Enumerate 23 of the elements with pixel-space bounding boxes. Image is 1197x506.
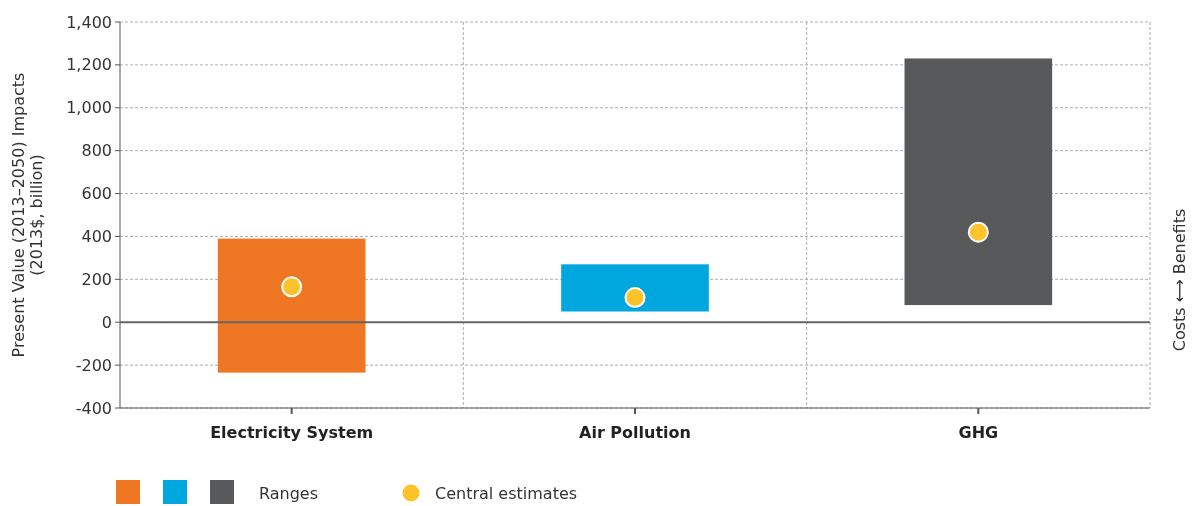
- y-axis-title: Present Value (2013–2050) Impacts (2013$, billion): [9, 72, 46, 358]
- bar: [904, 58, 1053, 306]
- text: Costs ⟷ Benefits: [1170, 208, 1189, 352]
- y-tick-label: 200: [81, 269, 112, 289]
- y-tick-label: -200: [75, 355, 112, 375]
- bar: [217, 238, 366, 373]
- y-tick-label: 1,200: [66, 55, 112, 75]
- y-tick-label: 400: [81, 227, 112, 247]
- y-tick-label: 0: [101, 312, 112, 332]
- point: [624, 287, 646, 309]
- legend-label: Central estimates: [435, 484, 578, 503]
- y-tick-label: 1,000: [66, 98, 112, 118]
- point: [281, 276, 303, 298]
- y-tick-label: 600: [81, 184, 112, 204]
- bar: [561, 264, 709, 312]
- y-tick-label: 1,400: [66, 12, 112, 32]
- y-tick-label: 800: [81, 141, 112, 161]
- point: [967, 221, 989, 243]
- x-tick-label: GHG: [958, 423, 999, 442]
- x-tick-label: Air Pollution: [579, 423, 691, 442]
- y-tick-label: -400: [75, 398, 112, 418]
- x-tick-label: Electricity System: [210, 423, 374, 442]
- legend-label: Ranges: [259, 484, 319, 503]
